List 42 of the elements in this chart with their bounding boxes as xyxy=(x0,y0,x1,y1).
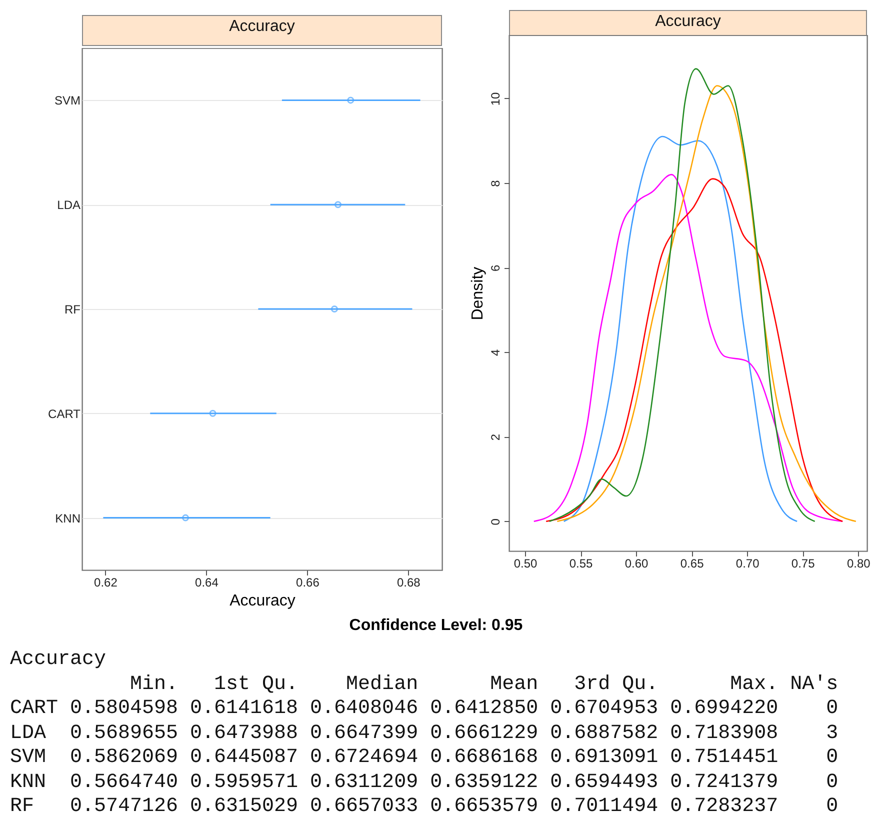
y-tick-label: 10 xyxy=(488,92,502,106)
chart-title: Accuracy xyxy=(82,15,442,46)
point xyxy=(334,201,342,208)
point xyxy=(209,410,216,417)
text: Min. 1st Qu. Median Mean 3rd Qu. Max. NA's xyxy=(130,672,838,696)
y-axis-title: Density xyxy=(470,266,486,320)
point xyxy=(182,514,189,522)
x-tick-label: 0.55 xyxy=(569,556,594,570)
y-tick-label: LDA xyxy=(57,198,80,212)
y-tick-label: 6 xyxy=(488,264,502,272)
x-tick-label: 0.64 xyxy=(195,576,219,590)
x-axis-title: Accuracy xyxy=(230,592,296,610)
text: CART 0.5804598 0.6141618 0.6408046 0.6412850 0.6704953 0.6994220 0 xyxy=(10,697,838,720)
text: SVM 0.5862069 0.6445087 0.6724694 0.6686168 0.6913091 0.7514451 0 xyxy=(10,746,838,769)
x-tick-label: 0.80 xyxy=(846,556,871,570)
x-tick-label: 0.60 xyxy=(624,556,649,570)
x-tick-label: 0.66 xyxy=(296,576,320,590)
point xyxy=(330,306,338,312)
point xyxy=(347,96,354,104)
text: Confidence Level: 0.95 xyxy=(348,617,524,635)
text: Accuracy xyxy=(10,648,106,671)
y-tick-label: SVM xyxy=(54,94,80,108)
y-tick-label: KNN xyxy=(55,511,80,526)
chart-title: Accuracy xyxy=(509,10,867,36)
text: RF 0.5747126 0.6315029 0.6657033 0.6653579 0.7011494 0.7283237 0 xyxy=(10,795,838,818)
line-series xyxy=(563,136,798,522)
x-tick-label: 0.68 xyxy=(396,576,421,590)
y-tick-label: 8 xyxy=(488,180,502,187)
y-tick-label: 2 xyxy=(488,434,502,441)
y-tick-label: CART xyxy=(48,406,82,421)
line-series xyxy=(548,68,816,522)
x-tick-label: 0.70 xyxy=(736,556,760,570)
y-tick-label: 4 xyxy=(488,349,502,356)
x-tick-label: 0.75 xyxy=(791,556,816,570)
x-tick-label: 0.50 xyxy=(514,556,538,570)
line-series xyxy=(556,85,857,522)
y-tick-label: 0 xyxy=(488,518,502,526)
x-tick-label: 0.65 xyxy=(680,556,704,570)
y-tick-label: RF xyxy=(64,302,80,316)
x-tick-label: 0.62 xyxy=(94,576,118,590)
text: LDA 0.5689655 0.6473988 0.6647399 0.6661229 0.6887582 0.7183908 3 xyxy=(10,722,838,744)
text: KNN 0.5664740 0.5959571 0.6311209 0.6359122 0.6594493 0.7241379 0 xyxy=(10,770,838,794)
